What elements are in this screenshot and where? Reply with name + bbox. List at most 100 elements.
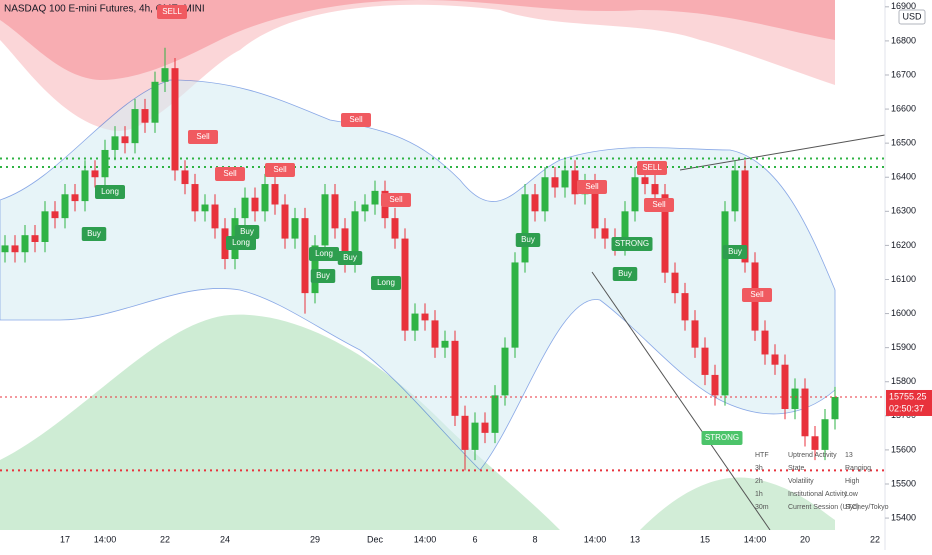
x-tick-label: 15 [700,534,710,544]
signal: Long [309,247,339,261]
candle-body [301,218,309,294]
signal-label: Buy [521,235,535,244]
candle-body [801,388,809,437]
candle-body [411,313,419,331]
candle-body [131,109,139,144]
signal-label: STRONG [615,239,649,248]
candle-body [371,190,379,205]
signal-box [337,251,363,265]
candle-body [531,194,539,212]
signal-box [95,185,125,199]
candle-body [51,211,59,219]
x-tick-label: Dec [367,534,384,544]
bear-cloud [0,0,835,131]
x-tick-label: 14:00 [94,534,117,544]
signal-box [644,198,674,212]
candle-body [391,218,399,239]
signal-label: Sell [273,165,287,174]
signal-box [637,161,667,175]
y-tick-label: 15400 [891,512,916,522]
signal-label: Long [101,187,119,196]
y-tick-label: 16000 [891,308,916,318]
signal-label: Buy [240,227,254,236]
signal-label: Sell [223,169,237,178]
signal-label: Buy [618,269,632,278]
info-cell: Institutional Activity [788,491,848,498]
candle-body [551,177,559,188]
info-table: HTF Uptrend Activity 13 3h State Ranging 2h Vol… [755,452,889,511]
candle-body [591,184,599,229]
time-axis [0,530,885,550]
candle-body [241,197,249,219]
candle-body [811,436,819,450]
candle-body [701,347,709,375]
signal: STRONG [701,431,743,445]
candle-body [341,228,349,263]
countdown: 02:50:37 [889,403,924,413]
info-cell: Volatility [788,478,814,485]
signal: Buy [612,267,638,281]
candle-body [671,272,679,294]
signal-box [341,113,371,127]
candle-body [621,211,629,246]
candle-body [691,320,699,348]
signal: Buy [722,245,748,259]
signal-box [701,431,743,445]
candle-body [511,262,519,348]
candle-body [1,245,9,253]
signal-label: Buy [728,247,742,256]
info-cell: Current Session (UTC) [788,504,859,511]
signal: Buy [234,225,260,239]
candle-body [471,422,479,450]
candle-body [191,184,199,212]
x-tick-label: 22 [870,534,880,544]
info-cell: 30m [755,504,769,511]
bull-cloud [0,314,560,530]
candle-body [641,177,649,185]
info-cell: 2h [755,478,763,485]
signal: Long [226,236,256,250]
y-tick-label: 15600 [891,444,916,454]
signal-box [612,267,638,281]
signal-box [234,225,260,239]
candle-body [651,184,659,195]
info-cell: State [788,465,804,472]
y-tick-label: 16500 [891,138,916,148]
candle-body [711,374,719,396]
candle-body [441,340,449,348]
y-tick-label: 16600 [891,103,916,113]
currency-box [898,9,926,25]
signal-box [157,5,187,19]
y-tick-label: 16700 [891,69,916,79]
candle-body [331,194,339,229]
signal-box [722,245,748,259]
y-tick-label: 16800 [891,35,916,45]
candle-body [681,293,689,321]
signal-box [611,237,653,251]
signal-box [742,288,772,302]
signal-label: Sell [349,115,363,124]
x-tick-label: 8 [532,534,537,544]
signal-label: Long [315,249,333,258]
info-cell: Uptrend Activity [788,452,837,459]
candle-body [91,170,99,178]
candle-body [491,395,499,433]
y-tick-label: 16900 [891,1,916,11]
signal-box [188,130,218,144]
bull-cloud-lower [640,477,835,530]
last-price: 15755.25 [889,391,927,401]
signal-label: Sell [389,195,403,204]
bear-cloud-inner [0,0,835,80]
signal-box [371,276,401,290]
candle-body [571,170,579,195]
signal-box [381,193,411,207]
candle-body [761,330,769,355]
signal: Long [95,185,125,199]
signal: Sell [742,288,772,302]
signal-label: Long [232,238,250,247]
candle-body [281,204,289,239]
candle-body [431,320,439,348]
x-tick-label: 14:00 [584,534,607,544]
candle-body [791,388,799,410]
x-tick-label: 13 [630,534,640,544]
